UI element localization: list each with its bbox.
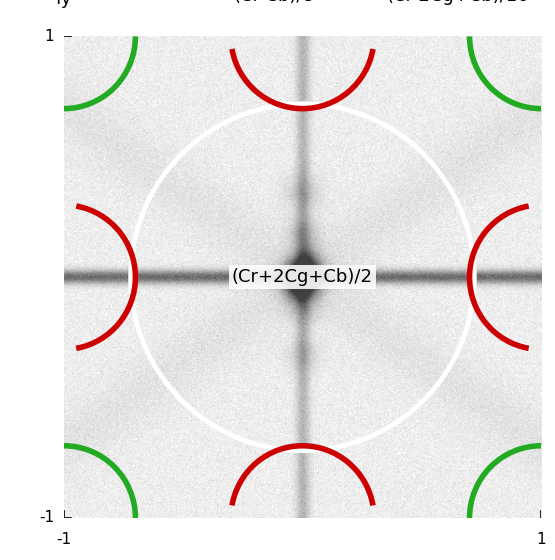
- Text: (Cr-2Cg+Cb)/16: (Cr-2Cg+Cb)/16: [386, 0, 529, 5]
- Text: 1: 1: [44, 29, 54, 44]
- Text: -1: -1: [56, 533, 72, 548]
- Text: 1: 1: [536, 533, 546, 548]
- Text: fy: fy: [56, 0, 72, 7]
- Text: (Cr-Cb)/8: (Cr-Cb)/8: [234, 0, 314, 5]
- Text: -1: -1: [39, 511, 54, 525]
- Text: (Cr+2Cg+Cb)/2: (Cr+2Cg+Cb)/2: [232, 268, 373, 286]
